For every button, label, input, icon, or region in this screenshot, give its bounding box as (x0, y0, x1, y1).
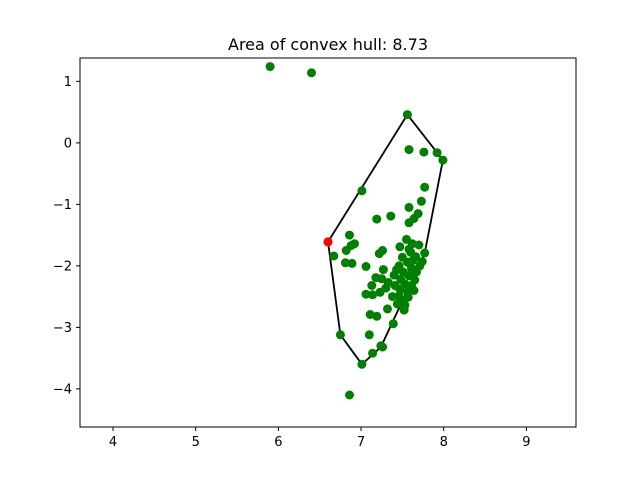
scatter-point (420, 182, 430, 192)
scatter-point (345, 390, 354, 400)
scatter-point (329, 251, 339, 261)
highlight-layer (323, 237, 333, 247)
y-tick-label: −4 (53, 382, 72, 397)
y-tick-label: 1 (64, 75, 72, 90)
points-layer (265, 62, 448, 400)
scatter-point (395, 242, 405, 252)
scatter-point (361, 289, 371, 299)
scatter-point (412, 267, 421, 277)
scatter-point (368, 290, 378, 300)
scatter-point (414, 240, 424, 250)
highlight-point (323, 237, 333, 247)
scatter-point (357, 359, 367, 369)
scatter-point (375, 287, 385, 297)
scatter-point (307, 68, 316, 78)
scatter-point (404, 145, 414, 155)
scatter-point (419, 147, 429, 157)
scatter-point (404, 218, 414, 228)
axes-frame (79, 57, 577, 428)
scatter-point (335, 330, 345, 340)
scatter-point (386, 211, 396, 221)
scatter-point (361, 262, 371, 271)
scatter-point (388, 319, 398, 329)
scatter-point (438, 155, 448, 165)
scatter-point (389, 270, 399, 280)
scatter-point (392, 299, 402, 309)
x-tick-label: 9 (522, 435, 530, 450)
scatter-point (404, 202, 414, 212)
y-tick-label: −3 (53, 321, 72, 336)
y-tick-label: −2 (53, 259, 72, 274)
y-tick-label: −1 (53, 198, 72, 213)
scatter-point (420, 248, 430, 258)
scatter-point (367, 281, 377, 290)
scatter-point (364, 330, 374, 340)
scatter-point (383, 304, 392, 314)
scatter-point (340, 258, 350, 268)
scatter-point (388, 292, 397, 302)
scatter-point (372, 311, 382, 321)
chart-title: Area of convex hull: 8.73 (228, 35, 428, 54)
scatter-point (265, 62, 275, 72)
scatter-point (374, 249, 384, 259)
plot-area (265, 62, 448, 400)
x-axis: 4 5 6 7 8 9 (109, 427, 531, 450)
scatter-point (341, 246, 351, 255)
scatter-point (432, 148, 442, 158)
scatter-point (357, 186, 367, 196)
scatter-point (377, 274, 387, 284)
scatter-point (416, 196, 426, 206)
scatter-point (372, 214, 382, 224)
y-axis: 1 0 −1 −2 −3 −4 (53, 75, 80, 397)
scatter-point (345, 230, 354, 240)
x-tick-label: 5 (192, 435, 200, 450)
x-tick-label: 4 (109, 435, 117, 450)
x-tick-label: 8 (440, 435, 448, 450)
x-tick-label: 6 (274, 435, 282, 450)
scatter-point (347, 258, 357, 268)
scatter-point (399, 305, 409, 315)
scatter-point (368, 348, 378, 358)
y-tick-label: 0 (64, 136, 72, 151)
scatter-point (402, 110, 412, 120)
scatter-point (378, 342, 388, 352)
scatter-point (378, 265, 388, 275)
x-tick-label: 7 (357, 435, 365, 450)
scatter-point (395, 284, 405, 294)
